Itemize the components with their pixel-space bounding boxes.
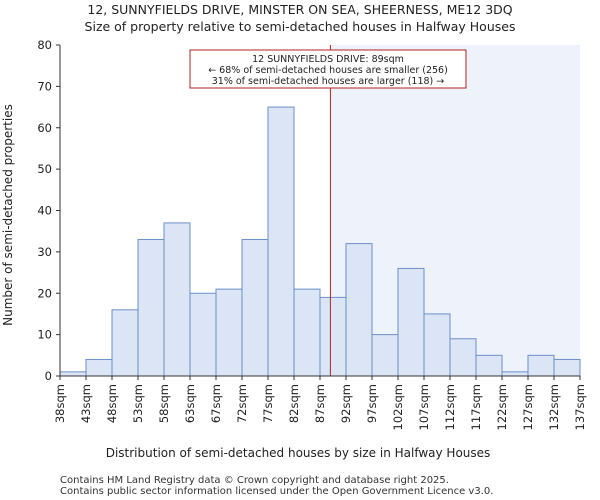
footer-copyright: Contains HM Land Registry data © Crown c… (60, 475, 449, 486)
y-tick-label-20: 20 (37, 286, 52, 300)
x-tick-label-97sqm: 97sqm (365, 384, 379, 423)
bar-77sqm (267, 106, 295, 377)
bars-group (59, 106, 581, 377)
bar-87sqm (319, 296, 347, 377)
chart-title-address: 12, SUNNYFIELDS DRIVE, MINSTER ON SEA, S… (87, 2, 513, 17)
y-tick-label-40: 40 (37, 204, 52, 218)
x-tick-label-122sqm: 122sqm (495, 384, 509, 430)
x-tick-label-63sqm: 63sqm (183, 384, 197, 423)
x-tick-label-132sqm: 132sqm (547, 384, 561, 430)
x-tick-label-77sqm: 77sqm (261, 384, 275, 423)
annotation-line-2: ← 68% of semi-detached houses are smalle… (208, 65, 448, 76)
bar-122sqm (501, 371, 529, 377)
y-tick-label-30: 30 (37, 245, 52, 259)
x-tick-label-107sqm: 107sqm (417, 384, 431, 430)
bar-132sqm (553, 358, 581, 377)
y-tick-label-10: 10 (37, 328, 52, 342)
bar-117sqm (475, 354, 503, 377)
y-tick-label-50: 50 (37, 162, 52, 176)
x-tick-label-127sqm: 127sqm (521, 384, 535, 430)
x-tick-label-137sqm: 137sqm (573, 384, 587, 430)
x-tick-label-58sqm: 58sqm (157, 384, 171, 423)
x-tick-label-82sqm: 82sqm (287, 384, 301, 423)
x-tick-label-117sqm: 117sqm (469, 384, 483, 430)
bar-102sqm (397, 267, 425, 377)
y-tick-label-80: 80 (37, 38, 52, 52)
bar-48sqm (111, 309, 139, 377)
annotation-border (189, 49, 467, 89)
x-tick-label-87sqm: 87sqm (313, 384, 327, 423)
y-tick-label-0: 0 (45, 369, 52, 383)
bar-43sqm (85, 358, 113, 377)
footer-licence: Contains public sector information licen… (60, 486, 494, 497)
annotation-box: 12 SUNNYFIELDS DRIVE: 89sqm ← 68% of sem… (189, 49, 467, 89)
bar-82sqm (293, 288, 321, 377)
x-tick-label-102sqm: 102sqm (391, 384, 405, 430)
annotation-line-3: 31% of semi-detached houses are larger (… (212, 76, 445, 87)
x-axis-label: Distribution of semi-detached houses by … (106, 446, 491, 460)
chart-subtitle: Size of property relative to semi-detach… (84, 19, 516, 34)
x-tick-label-48sqm: 48sqm (105, 384, 119, 423)
x-tick-label-67sqm: 67sqm (209, 384, 223, 423)
bar-127sqm (527, 354, 555, 377)
bar-53sqm (137, 238, 165, 377)
y-axis-label: Number of semi-detached properties (1, 104, 15, 326)
bar-63sqm (189, 292, 217, 377)
bar-38sqm (59, 371, 87, 377)
x-tick-label-38sqm: 38sqm (53, 384, 67, 423)
y-tick-label-70: 70 (37, 79, 52, 93)
y-tick-label-60: 60 (37, 121, 52, 135)
annotation-line-1: 12 SUNNYFIELDS DRIVE: 89sqm (252, 54, 404, 65)
bar-92sqm (345, 243, 373, 377)
bar-107sqm (423, 313, 451, 377)
axes-group: 0 10 20 30 40 50 60 70 80 38sqm 43sqm 48sqm 53sqm 58s… (37, 38, 587, 430)
bar-72sqm (241, 238, 269, 377)
x-tick-label-112sqm: 112sqm (443, 384, 457, 430)
bar-97sqm (371, 334, 399, 377)
x-tick-label-53sqm: 53sqm (131, 384, 145, 423)
bar-58sqm (163, 222, 191, 377)
x-tick-label-43sqm: 43sqm (79, 384, 93, 423)
bar-67sqm (215, 288, 243, 377)
bar-112sqm (449, 338, 477, 377)
x-tick-label-72sqm: 72sqm (235, 384, 249, 423)
x-tick-label-92sqm: 92sqm (339, 384, 353, 423)
